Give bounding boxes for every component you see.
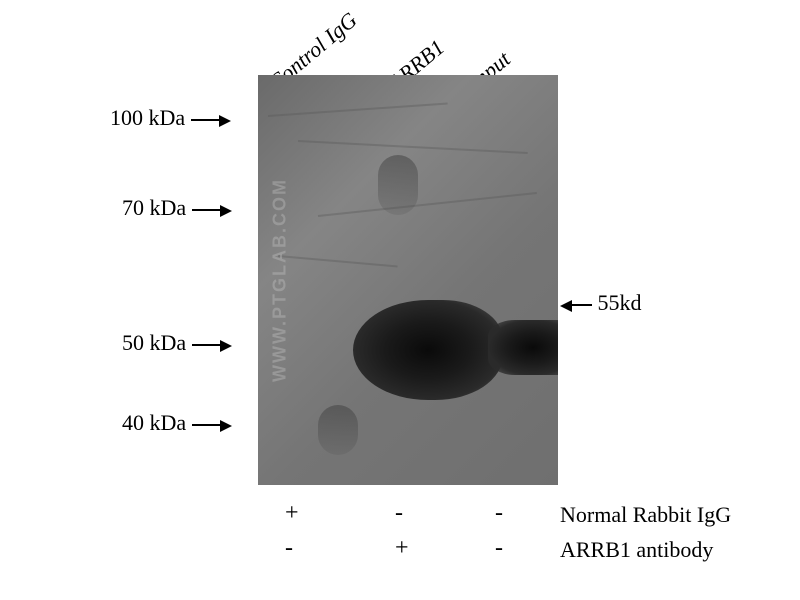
band-input-lane [488,320,558,375]
mw-marker-50: 50 kDa [122,330,232,358]
watermark-text: WWW.PTGLAB.COM [269,178,289,382]
table-cell: - [395,500,403,527]
row-label-text: Normal Rabbit IgG [560,502,731,527]
smear [318,405,358,455]
mw-marker-70: 70 kDa [122,195,232,223]
mw-text: 50 kDa [122,330,186,355]
band-arrb1-lane [353,300,503,400]
arrow-right-icon [220,197,232,223]
table-cell: - [285,535,293,562]
arrow-line [191,119,219,121]
arrow-right-icon [219,107,231,133]
arrow-right-icon [220,332,232,358]
mw-text: 100 kDa [110,105,185,130]
arrow-right-icon [220,412,232,438]
pm-symbol: - [495,500,503,526]
table-cell: - [495,535,503,562]
mw-marker-40: 40 kDa [122,410,232,438]
smear [378,155,418,215]
band-annotation-55kd: 55kd [560,290,642,318]
scratch [268,102,448,117]
table-cell: - [495,500,503,527]
pm-symbol: - [395,500,403,526]
pm-symbol: + [395,535,409,561]
blot-membrane: WWW.PTGLAB.COM [258,75,558,485]
mw-text: 40 kDa [122,410,186,435]
figure-container: Control IgG ARRB1 Input WWW.PTGLAB.COM 1… [0,0,800,600]
arrow-line [192,424,220,426]
arrow-line [572,304,592,306]
arrow-line [192,209,220,211]
table-cell: + [395,535,409,562]
scratch [318,192,537,217]
row-label-normal-rabbit-igg: Normal Rabbit IgG [560,502,731,528]
pm-symbol: + [285,500,299,526]
pm-symbol: - [285,535,293,561]
row-label-text: ARRB1 antibody [560,537,713,562]
table-cell: + [285,500,299,527]
arrow-line [192,344,220,346]
scratch [278,255,398,267]
pm-symbol: - [495,535,503,561]
row-label-arrb1-antibody: ARRB1 antibody [560,537,713,563]
mw-text: 70 kDa [122,195,186,220]
scratch [298,140,528,154]
watermark: WWW.PTGLAB.COM [269,178,290,382]
band-annotation-text: 55kd [598,290,642,315]
mw-marker-100: 100 kDa [110,105,231,133]
arrow-left-icon [560,292,572,318]
